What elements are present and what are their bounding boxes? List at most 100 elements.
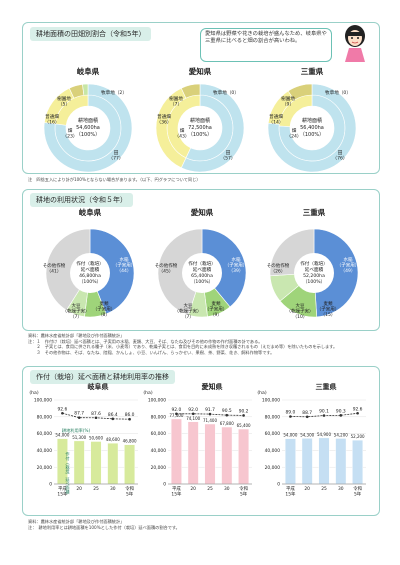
bar-value-label: 65,400 [237,423,251,428]
slice-label: （44） [117,268,132,274]
bar-value-label: 71,400 [203,418,217,423]
x-tick-label: 30 [110,486,116,492]
slice-label: （9） [282,102,294,108]
section3-title: 作付（栽培）延べ面積と耕地利用率の推移 [30,370,175,384]
x-tick-label: 令和 [353,485,362,492]
pie-hole [182,253,222,293]
slice-label: 水稲 [232,256,241,263]
slice-label: 水稲 [344,256,353,263]
bar [284,438,296,485]
slice-label: （10） [293,314,308,320]
speech-bubble: 愛知県は野菜や花きの栽培が盛んなため、岐阜県や三重県に比べると畑の割合が高いわね… [200,28,332,62]
utilization-point [175,412,178,416]
pie-usage-mie: 三重県作付（栽培）延べ面積52,200ha（100%）水稲（子実用）（49）麦類… [267,207,360,320]
y-tick-label: 0 [277,482,280,488]
slice-label: （子実用） [205,306,228,313]
pie-center-label: 作付（栽培） [76,260,104,267]
pie-center-label: 46,800ha [79,273,101,279]
slice-label: 水稲 [120,256,129,263]
donut-hole [291,107,333,149]
utilization-point [111,417,115,421]
slice-label: （子実用） [225,262,248,269]
bar-value-label: 51,300 [72,435,86,440]
utilization-label: 86.0 [125,412,135,418]
slice-label: （57） [220,156,235,162]
utilization-point [305,415,309,419]
x-tick-label: 25 [93,486,99,492]
slice-label: （36） [156,120,171,126]
bar [221,426,233,485]
pie-center-label: 作付（栽培） [300,260,328,267]
bar [301,438,313,485]
slice-label: （39） [229,268,244,274]
x-tick-label: 25 [207,486,213,492]
bar-value-label: 74,100 [186,416,200,421]
pie-center-label: 作付（栽培） [188,260,216,267]
pie-hole [294,253,334,293]
slice-label: （15） [321,312,336,318]
bar [170,418,182,485]
chart-title: 三重県 [316,382,337,391]
y-tick-label: 40,000 [265,448,281,454]
note-line: ２ 子実とは、食用に供される種子（米、小麦等）であり、乾燥子実とは、食用を目的に… [28,344,338,350]
bar [187,421,199,485]
axis-unit: (ha) [257,390,267,396]
slice-label: 牧草地（0） [325,89,351,96]
donut-center-label: 耕地面積 [302,117,322,124]
slice-label: 大豆 [296,302,305,309]
utilization-point [61,411,64,415]
y-tick-label: 80,000 [265,414,281,420]
slice-label: （77） [108,156,123,162]
pie-slice [201,228,247,308]
bar-value-label: 48,600 [106,437,120,442]
utilization-label: 87.7 [74,411,84,417]
slice-label: （乾燥子実） [287,308,314,315]
utilization-label: 92.0 [188,407,198,413]
note-line: ３ その他作物は、そば、なたね、陸稲、かんしょ、小豆、いんげん、らっかせい、果樹… [28,349,275,355]
slice-label: （16） [44,120,59,126]
x-tick-label: 平成 [286,485,295,492]
bar-value-label: 54,200 [334,432,348,437]
donut-outer-slice [267,83,357,172]
slice-label: （24） [286,134,301,140]
x-tick-label: 5年 [126,490,134,497]
source-line: 資料：農林水産省統計部「耕地及び作付面積統計」 [28,519,125,524]
donut-center-label: 72,500ha [188,125,212,131]
donut-outer-slice [43,83,133,172]
y-tick-label: 60,000 [151,431,167,437]
series-label: 耕地利用率(%) [62,427,91,434]
bar-value-label: 67,800 [220,421,234,426]
slice-label: （9） [210,312,222,318]
utilization-label: 89.0 [286,410,296,416]
chart-title: 三重県 [303,207,326,217]
slice-label: 麦類 [100,300,109,307]
y-tick-label: 60,000 [265,431,281,437]
slice-label: 田 [338,150,343,156]
pie-center-label: 延べ面積 [305,266,324,273]
donut-hole [67,107,109,149]
utilization-label: 90.1 [319,409,329,415]
slice-label: （子実用） [317,306,340,313]
x-tick-label: 令和 [239,485,248,492]
utilization-point [322,414,326,417]
pie-center-label: （100%） [191,279,213,285]
slice-label: 普通畑 [269,113,283,120]
slice-label: （子実用） [337,262,360,269]
x-tick-label: 15年 [57,490,68,497]
y-tick-label: 20,000 [37,465,53,471]
slice-label: 麦類 [212,300,221,307]
y-tick-label: 20,000 [265,465,281,471]
slice-label: （乾燥子実） [175,308,202,315]
bar-value-label: 46,800 [123,439,137,444]
slice-label: （43） [174,134,189,140]
chart-title: 愛知県 [202,382,223,391]
donut-center-label: （100%） [300,132,324,138]
sources3: 資料：農林水産省統計部「耕地及び作付面積統計」 注： 耕地利用率とは耕地面積を1… [28,519,373,530]
bar [318,437,330,485]
utilization-label: 87.6 [91,411,101,417]
y-tick-label: 20,000 [151,465,167,471]
bar-value-label: 54,000 [283,433,297,438]
slice-label: その他作物 [267,262,290,269]
slice-label: 畑 [68,127,73,134]
